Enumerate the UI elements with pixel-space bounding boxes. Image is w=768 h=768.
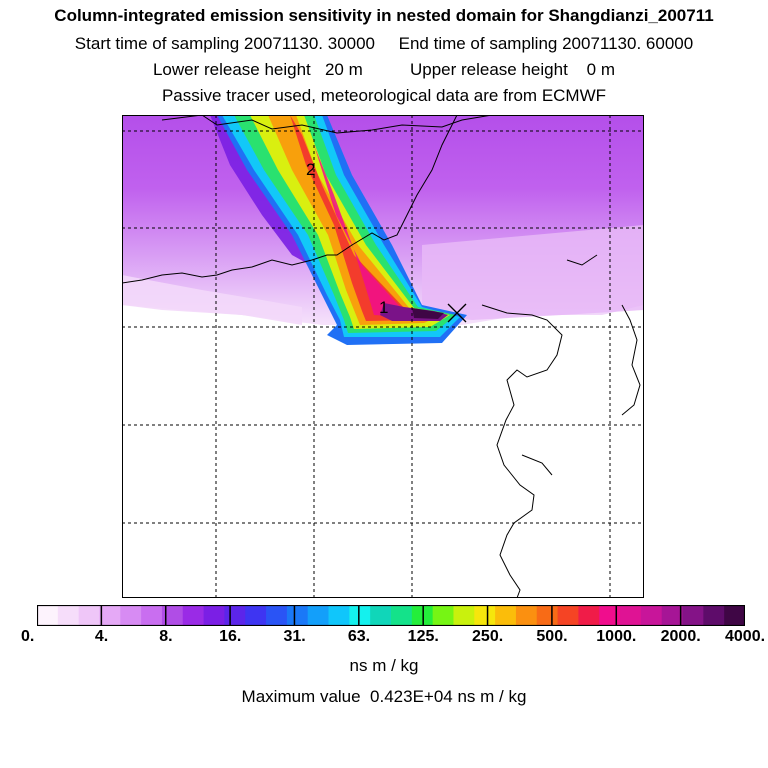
color-scale-cell xyxy=(703,605,725,626)
color-scale-cell xyxy=(224,605,246,626)
color-scale-cell xyxy=(307,605,330,626)
release-height-line: Lower release height 20 m Upper release … xyxy=(152,60,616,79)
color-scale-tick-label: 500. xyxy=(536,628,568,645)
color-scale-cell xyxy=(640,605,663,626)
color-scale-cell xyxy=(578,605,600,626)
color-scale-tick-label: 125. xyxy=(407,628,439,645)
color-scale-cell xyxy=(57,605,80,626)
color-scale-tick-label: 31. xyxy=(283,628,306,645)
color-scale-ticks: 0. 4. 8. 16. 31. 63. 125. 250. 500. 1000. 2000. 400… xyxy=(0,628,768,650)
color-scale-cell xyxy=(453,605,475,626)
color-scale-tick-label: 4. xyxy=(94,628,109,645)
trajectory-label-2: 2 xyxy=(306,160,315,179)
color-scale-cell xyxy=(620,605,642,626)
lat-lon-grid xyxy=(122,115,644,598)
color-scale-cell xyxy=(266,605,288,626)
color-scale-cell xyxy=(99,605,121,626)
color-scale-cell xyxy=(245,605,267,626)
color-scale-cell xyxy=(661,605,684,626)
maximum-value-label: Maximum value 0.423E+04 ns m / kg xyxy=(241,687,527,706)
color-scale-cell xyxy=(182,605,205,626)
color-scale-cell xyxy=(724,605,745,626)
sampling-time-line: Start time of sampling 20071130. 30000 E… xyxy=(74,34,694,53)
color-scale-cell xyxy=(495,605,517,626)
color-scale-cell xyxy=(391,605,413,626)
color-scale-cell xyxy=(203,605,226,626)
color-scale-tick-label: 1000. xyxy=(596,628,637,645)
color-scale-cell xyxy=(328,605,350,626)
color-scale-tick-label: 8. xyxy=(159,628,173,645)
color-scale-tick-label: 63. xyxy=(347,628,371,645)
color-scale-tick-label: 2000. xyxy=(660,628,701,645)
color-scale-tick-label: 0. xyxy=(21,628,35,645)
color-scale-units: ns m / kg xyxy=(349,656,419,675)
color-scale-cell xyxy=(474,605,496,626)
color-scale-tick-label: 250. xyxy=(472,628,504,645)
color-scale-cell xyxy=(286,605,309,626)
color-scale-bar xyxy=(37,605,745,626)
color-scale-cell xyxy=(37,605,59,626)
color-scale-cell xyxy=(141,605,163,626)
x-marker-icon xyxy=(447,303,467,323)
map-title: Column-integrated emission sensitivity i… xyxy=(54,6,714,25)
color-scale-cell xyxy=(349,605,371,626)
trajectory-label-1: 1 xyxy=(379,298,388,317)
color-scale-tick-label: 16. xyxy=(219,628,242,645)
color-scale-cell xyxy=(120,605,142,626)
color-scale-cell xyxy=(432,605,455,626)
emission-sensitivity-map: 1 2 xyxy=(122,115,644,598)
color-scale-cell xyxy=(682,605,704,626)
color-scale-cell xyxy=(161,605,184,626)
color-scale-tick-label: 4000. xyxy=(725,628,766,645)
color-scale-cell xyxy=(557,605,580,626)
color-scale-cell xyxy=(515,605,538,626)
tracer-info-line: Passive tracer used, meteorological data… xyxy=(161,86,607,105)
color-scale-cell xyxy=(370,605,392,626)
color-scale-cell xyxy=(78,605,101,626)
color-scale-cell xyxy=(536,605,559,626)
color-scale-cell xyxy=(599,605,621,626)
sensitivity-field xyxy=(122,115,644,345)
